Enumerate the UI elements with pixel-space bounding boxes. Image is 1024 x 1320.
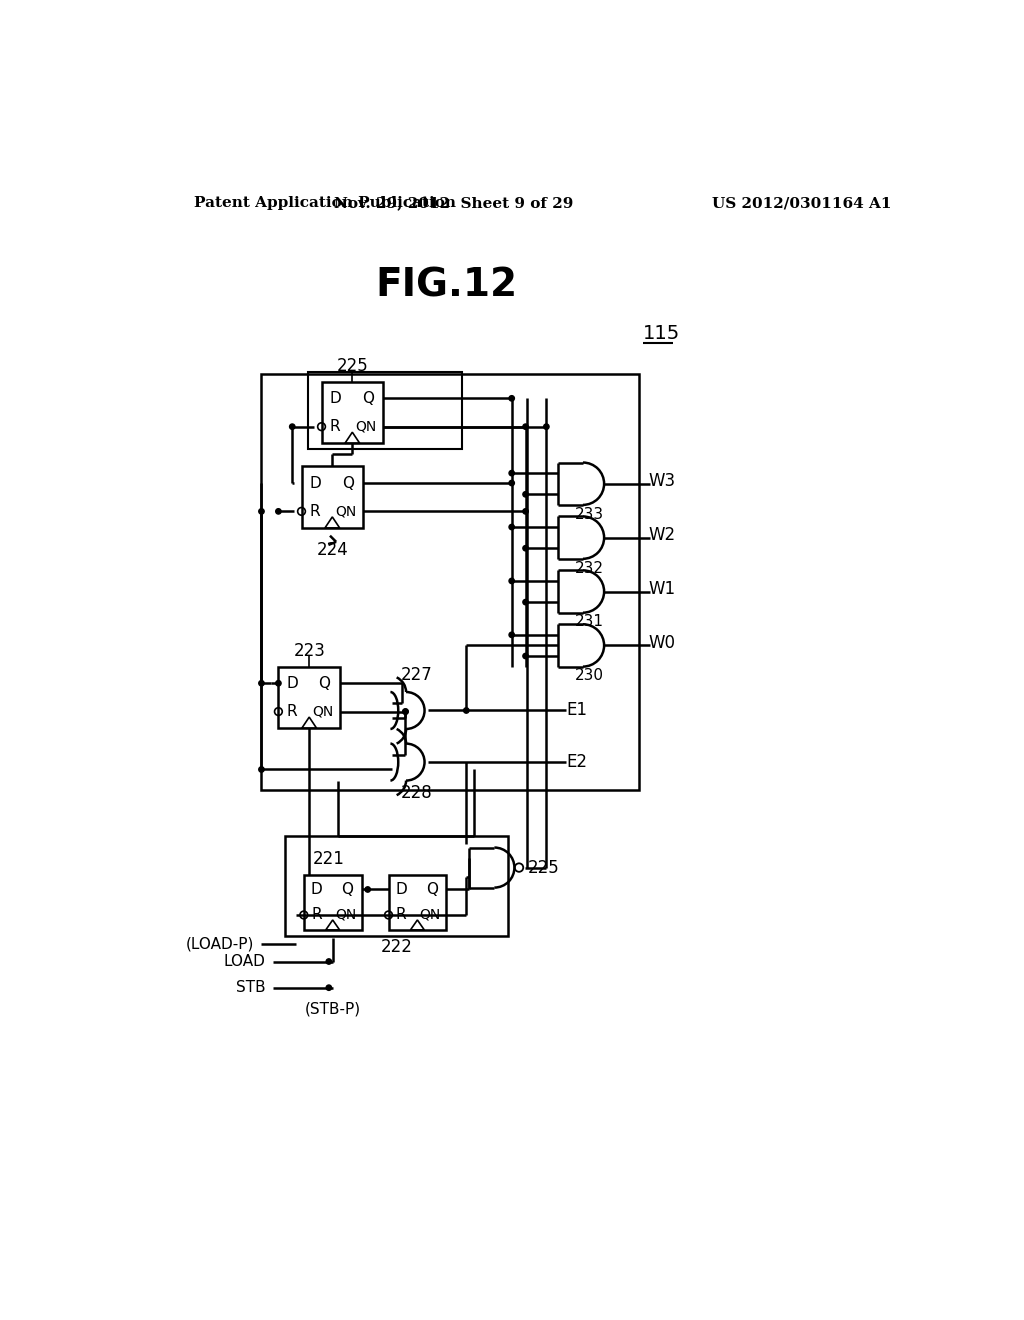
Text: W3: W3 xyxy=(648,473,676,491)
Text: D: D xyxy=(286,676,298,690)
Circle shape xyxy=(523,508,528,513)
Text: QN: QN xyxy=(420,908,440,921)
Text: Nov. 29, 2012  Sheet 9 of 29: Nov. 29, 2012 Sheet 9 of 29 xyxy=(334,197,573,210)
Bar xyxy=(261,374,639,789)
Circle shape xyxy=(259,767,264,772)
Circle shape xyxy=(365,887,371,892)
Bar xyxy=(304,875,361,929)
Text: 225: 225 xyxy=(337,358,369,375)
Text: D: D xyxy=(310,882,323,898)
Text: US 2012/0301164 A1: US 2012/0301164 A1 xyxy=(712,197,892,210)
Text: R: R xyxy=(287,704,297,719)
Text: QN: QN xyxy=(335,504,356,519)
Text: (STB-P): (STB-P) xyxy=(304,1002,360,1016)
Circle shape xyxy=(259,681,264,686)
Circle shape xyxy=(402,709,409,714)
Text: LOAD: LOAD xyxy=(223,954,265,969)
Circle shape xyxy=(523,599,528,605)
Bar xyxy=(285,836,508,936)
Text: FIG.12: FIG.12 xyxy=(375,267,517,305)
Text: QN: QN xyxy=(312,705,334,718)
Bar xyxy=(388,875,446,929)
Circle shape xyxy=(290,424,295,429)
Bar xyxy=(279,667,340,729)
Text: STB: STB xyxy=(236,981,265,995)
Text: R: R xyxy=(309,504,321,519)
Text: E2: E2 xyxy=(566,754,587,771)
Text: 224: 224 xyxy=(316,541,348,558)
Text: E1: E1 xyxy=(566,701,587,719)
Circle shape xyxy=(523,653,528,659)
Text: 231: 231 xyxy=(575,614,604,630)
Circle shape xyxy=(509,632,514,638)
Circle shape xyxy=(523,424,528,429)
Bar xyxy=(322,381,383,444)
Circle shape xyxy=(509,470,514,475)
Circle shape xyxy=(509,396,514,401)
Bar xyxy=(301,466,364,528)
Circle shape xyxy=(275,508,282,513)
Circle shape xyxy=(509,578,514,583)
Text: R: R xyxy=(330,420,340,434)
Circle shape xyxy=(259,508,264,513)
Circle shape xyxy=(464,708,469,713)
Text: D: D xyxy=(309,475,321,491)
Text: W1: W1 xyxy=(648,581,676,598)
Text: 221: 221 xyxy=(313,850,345,869)
Text: Patent Application Publication: Patent Application Publication xyxy=(194,197,456,210)
Text: Q: Q xyxy=(361,391,374,405)
Circle shape xyxy=(523,491,528,498)
Text: 232: 232 xyxy=(575,561,604,576)
Text: 223: 223 xyxy=(293,643,326,660)
Text: W0: W0 xyxy=(648,634,676,652)
Text: 222: 222 xyxy=(380,939,412,956)
Circle shape xyxy=(275,681,282,686)
Text: R: R xyxy=(396,907,407,923)
Text: 233: 233 xyxy=(574,507,604,521)
Text: Q: Q xyxy=(318,676,331,690)
Circle shape xyxy=(544,424,549,429)
Text: W2: W2 xyxy=(648,527,676,544)
Text: QN: QN xyxy=(355,420,377,434)
Text: 228: 228 xyxy=(401,784,433,801)
Circle shape xyxy=(326,958,332,964)
Text: Q: Q xyxy=(342,475,353,491)
Text: D: D xyxy=(395,882,408,898)
Text: 227: 227 xyxy=(401,667,433,684)
Circle shape xyxy=(509,480,514,486)
Circle shape xyxy=(326,985,332,990)
Text: D: D xyxy=(329,391,341,405)
Text: 230: 230 xyxy=(575,668,604,684)
Text: Q: Q xyxy=(341,882,353,898)
Bar xyxy=(307,372,462,449)
Text: R: R xyxy=(311,907,322,923)
Text: 115: 115 xyxy=(643,325,680,343)
Text: (LOAD-P): (LOAD-P) xyxy=(185,936,254,952)
Circle shape xyxy=(523,545,528,550)
Circle shape xyxy=(509,524,514,529)
Text: QN: QN xyxy=(335,908,356,921)
Text: Q: Q xyxy=(426,882,438,898)
Text: 225: 225 xyxy=(527,858,559,876)
Circle shape xyxy=(402,709,409,714)
